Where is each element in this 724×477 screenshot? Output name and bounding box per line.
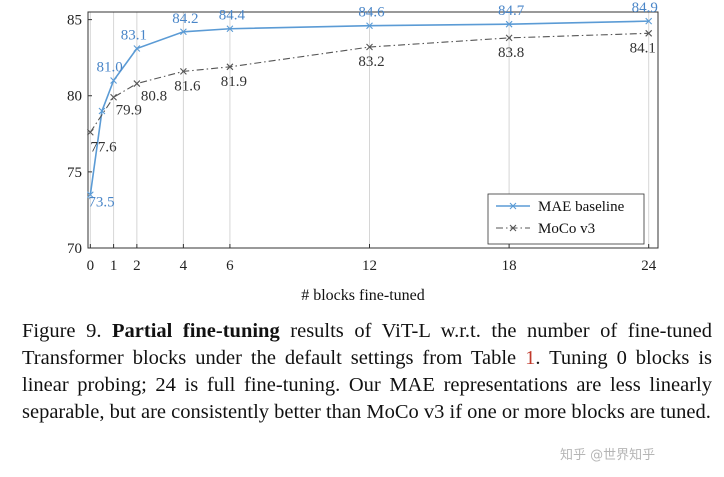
watermark: 知乎 @世界知乎 bbox=[560, 448, 656, 463]
series-line-moco-v3 bbox=[89, 32, 649, 133]
data-label: 84.1 bbox=[630, 40, 656, 56]
data-label: 77.6 bbox=[90, 139, 117, 155]
caption-text: results of ViT-L w.r.t. the number of fi… bbox=[22, 320, 713, 369]
legend: MAE baseline MoCo v3 bbox=[487, 193, 645, 245]
data-label: 81.0 bbox=[96, 60, 122, 76]
figure-caption: Figure 9. Partial fine-tuning results of… bbox=[22, 318, 712, 426]
data-label: 84.6 bbox=[358, 5, 385, 21]
data-label: 83.1 bbox=[121, 28, 147, 44]
data-label: 84.4 bbox=[219, 8, 246, 24]
figure-label: Figure 9. bbox=[22, 320, 102, 342]
x-axis: 0 1 2 4 6 12 18 24 bbox=[87, 244, 657, 274]
x-axis-label: # blocks fine-tuned bbox=[301, 287, 425, 304]
data-point bbox=[505, 34, 513, 42]
x-tick-label: 4 bbox=[180, 258, 188, 274]
data-label: 73.5 bbox=[88, 195, 114, 211]
legend-marker bbox=[509, 202, 517, 210]
data-point bbox=[366, 22, 373, 30]
caption-bold-phrase: Partial fine-tuning bbox=[112, 320, 280, 342]
x-tick-label: 2 bbox=[133, 258, 141, 274]
x-tick-label: 6 bbox=[226, 258, 234, 274]
legend-box bbox=[487, 193, 645, 245]
data-point bbox=[110, 77, 117, 84]
table-reference-link[interactable]: 1 bbox=[525, 347, 536, 369]
data-point bbox=[133, 80, 141, 87]
data-point bbox=[505, 20, 513, 28]
data-labels: 73.5 81.0 83.1 84.2 84.4 84.6 84.7 84.9 77.6 79.9… bbox=[88, 0, 657, 211]
y-tick-label: 70 bbox=[67, 241, 82, 257]
data-label: 79.9 bbox=[116, 102, 142, 118]
data-label: 81.9 bbox=[221, 74, 247, 90]
data-point bbox=[133, 45, 141, 52]
data-point bbox=[86, 128, 94, 136]
data-point bbox=[98, 107, 106, 115]
y-axis: 70 75 80 85 bbox=[67, 13, 92, 257]
x-tick-label: 12 bbox=[362, 258, 377, 274]
data-point bbox=[86, 191, 94, 199]
data-point bbox=[366, 43, 373, 51]
data-label: 81.6 bbox=[174, 78, 201, 94]
data-label: 84.2 bbox=[172, 11, 198, 27]
legend-marker bbox=[509, 224, 517, 232]
data-point bbox=[226, 63, 234, 71]
data-label: 80.8 bbox=[141, 89, 167, 105]
data-label: 84.9 bbox=[632, 0, 658, 16]
x-tick-label: 0 bbox=[87, 258, 95, 274]
caption-text-continued: . Tuning 0 blocks is linear probing; 24 … bbox=[22, 347, 712, 423]
data-point bbox=[645, 29, 653, 37]
data-label: 83.2 bbox=[358, 54, 384, 70]
y-tick-label: 80 bbox=[67, 89, 82, 105]
x-tick-label: 1 bbox=[110, 258, 118, 274]
data-label: 84.7 bbox=[498, 3, 525, 19]
x-tick-label: 18 bbox=[502, 258, 517, 274]
data-point bbox=[226, 25, 234, 33]
data-point bbox=[110, 93, 117, 101]
legend-label: MAE baseline bbox=[538, 199, 625, 215]
y-tick-label: 75 bbox=[67, 165, 82, 181]
data-point bbox=[179, 28, 187, 36]
series-layer bbox=[86, 17, 653, 199]
data-label: 83.8 bbox=[498, 45, 524, 61]
x-tick-label: 24 bbox=[641, 258, 657, 274]
data-point bbox=[179, 67, 187, 75]
grid-lines bbox=[89, 12, 650, 248]
y-tick-label: 85 bbox=[67, 13, 82, 29]
legend-label: MoCo v3 bbox=[538, 221, 595, 237]
data-point bbox=[645, 17, 653, 25]
